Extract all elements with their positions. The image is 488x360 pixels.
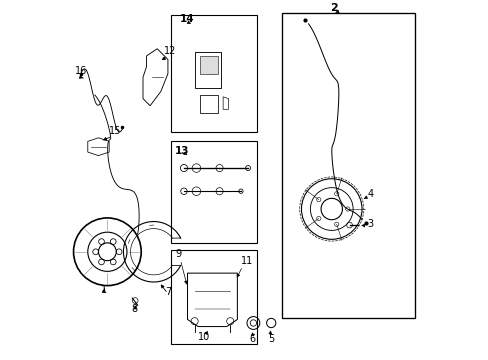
Text: 8: 8	[131, 304, 137, 314]
Text: 3: 3	[366, 219, 373, 229]
Text: 15: 15	[109, 126, 122, 136]
Text: 6: 6	[249, 333, 255, 343]
Bar	[171, 141, 256, 243]
Text: 9: 9	[175, 249, 181, 259]
Bar	[171, 15, 256, 132]
Text: 10: 10	[198, 332, 210, 342]
Text: 5: 5	[268, 333, 274, 343]
Text: 16: 16	[75, 66, 87, 76]
Bar	[281, 13, 415, 318]
Bar	[171, 250, 256, 345]
Text: 14: 14	[179, 14, 194, 24]
Text: 4: 4	[366, 189, 373, 199]
Text: 7: 7	[164, 287, 171, 297]
Text: 11: 11	[241, 256, 253, 266]
Text: 1: 1	[101, 285, 107, 295]
Text: 2: 2	[329, 3, 337, 13]
Text: 12: 12	[164, 46, 176, 56]
Polygon shape	[200, 56, 217, 74]
Text: 13: 13	[175, 146, 189, 156]
